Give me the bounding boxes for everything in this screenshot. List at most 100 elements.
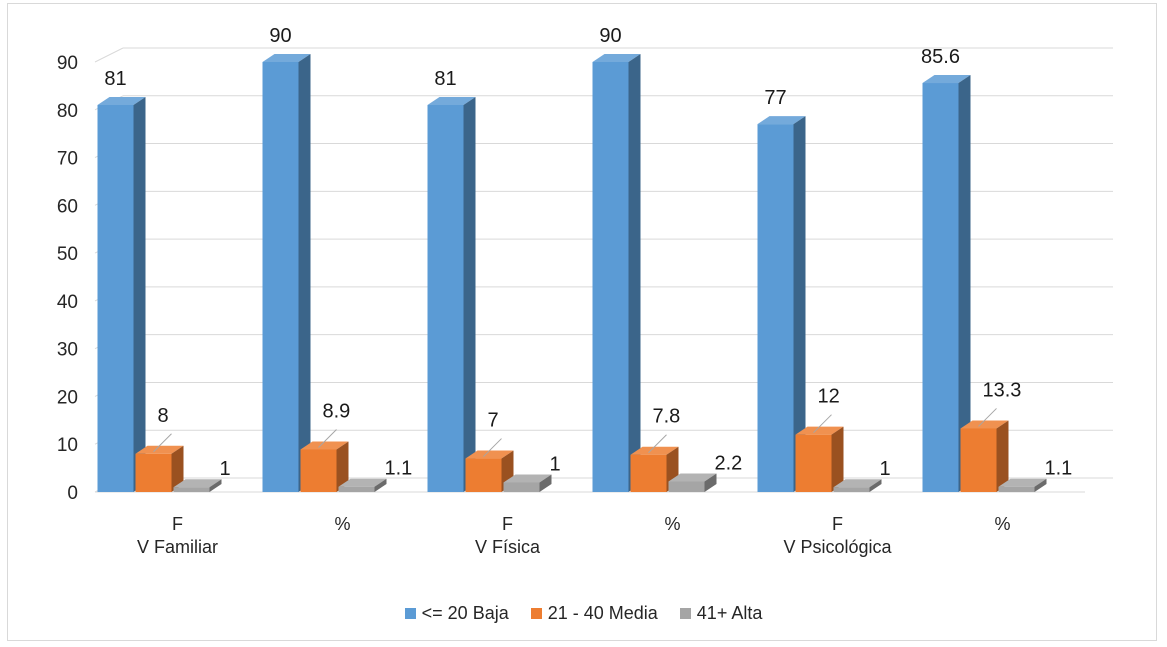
- bar-2-3: [668, 473, 717, 492]
- data-label: 85.6: [921, 46, 960, 68]
- data-label: 13.3: [983, 379, 1022, 401]
- chart-legend: <= 20 Baja 21 - 40 Media 41+ Alta: [0, 603, 1167, 624]
- data-label: 7: [488, 410, 499, 432]
- bar-side: [793, 116, 806, 492]
- bar-front: [427, 105, 464, 492]
- bar-1-0: [135, 445, 184, 492]
- bar-top: [465, 450, 514, 459]
- bar-front: [262, 62, 299, 492]
- data-label: 90: [599, 25, 621, 47]
- legend-label: <= 20 Baja: [421, 603, 509, 623]
- bar-top: [757, 116, 806, 125]
- data-label: 1: [880, 458, 891, 480]
- bar-front: [998, 486, 1035, 492]
- bar-0-0: [97, 97, 146, 492]
- bar-front: [757, 124, 794, 492]
- bar-2-1: [338, 478, 387, 492]
- y-tick-label: 90: [57, 53, 78, 74]
- bar-2-0: [173, 479, 222, 492]
- bar-side: [704, 473, 717, 492]
- y-tick-label: 40: [57, 292, 78, 313]
- bar-side: [958, 75, 971, 493]
- bar-top: [922, 75, 971, 84]
- data-label: 81: [434, 68, 456, 90]
- bar-side: [133, 97, 146, 492]
- legend-label: 41+ Alta: [696, 603, 763, 623]
- legend-swatch: [679, 608, 691, 619]
- legend-item: <= 20 Baja: [404, 603, 509, 624]
- x-group-label: V Física: [475, 537, 541, 557]
- bar-top: [135, 445, 184, 454]
- x-tick-label: F: [832, 514, 843, 534]
- data-label: 8: [158, 405, 169, 427]
- bar-1-5: [960, 420, 1009, 492]
- gridline-depth: [94, 47, 124, 63]
- bar-side: [869, 479, 882, 492]
- data-label: 1.1: [385, 458, 413, 480]
- legend-item: 41+ Alta: [679, 603, 763, 624]
- y-tick-label: 0: [67, 483, 78, 504]
- bar-top: [338, 478, 387, 487]
- leader-line: [978, 408, 997, 427]
- leader-line: [318, 429, 337, 448]
- data-label: 1.1: [1045, 458, 1073, 480]
- bar-front: [922, 83, 959, 493]
- legend-swatch: [404, 608, 416, 619]
- bar-0-5: [922, 75, 971, 493]
- bar-1-2: [465, 450, 514, 492]
- bar-top: [262, 54, 311, 62]
- bar-0-4: [757, 116, 806, 492]
- data-label: 1: [550, 453, 561, 475]
- x-tick-label: %: [334, 514, 350, 534]
- bar-top: [592, 54, 641, 62]
- x-tick-label: %: [994, 514, 1010, 534]
- bar-front: [503, 482, 540, 492]
- x-group-label: V Familiar: [137, 537, 218, 557]
- bar-side: [336, 441, 349, 492]
- bar-front: [960, 428, 997, 492]
- bar-top: [960, 420, 1009, 429]
- bar-top: [668, 473, 717, 482]
- y-tick-label: 20: [57, 387, 78, 408]
- bar-front: [465, 458, 502, 492]
- bar-side: [831, 426, 844, 492]
- bar-top: [300, 441, 349, 450]
- bar-side: [1034, 478, 1047, 492]
- bar-top: [97, 97, 146, 105]
- bar-1-4: [795, 426, 844, 492]
- y-tick-label: 30: [57, 340, 78, 361]
- data-label: 1: [220, 458, 231, 480]
- bar-top: [795, 426, 844, 435]
- bar-front: [630, 454, 667, 492]
- bar-top: [173, 479, 222, 488]
- data-label: 7.8: [653, 406, 681, 428]
- bar-front: [795, 434, 832, 492]
- bar-2-4: [833, 479, 882, 492]
- bar-side: [996, 420, 1009, 492]
- bar-0-1: [262, 54, 311, 492]
- bar-front: [97, 105, 134, 492]
- bar-1-1: [300, 441, 349, 492]
- bar-front: [833, 487, 870, 492]
- bar-top: [998, 478, 1047, 487]
- bar-top: [503, 474, 552, 483]
- data-label: 90: [269, 25, 291, 47]
- x-tick-label: F: [502, 514, 513, 534]
- data-label: 12: [818, 386, 840, 408]
- leader-line: [648, 434, 667, 454]
- data-label: 77: [764, 87, 786, 109]
- legend-item: 21 - 40 Media: [530, 603, 658, 624]
- data-label: 81: [104, 68, 126, 90]
- bar-front: [173, 487, 210, 492]
- bar-2-2: [503, 474, 552, 492]
- x-tick-label: F: [172, 514, 183, 534]
- legend-swatch: [530, 608, 542, 619]
- bar-front: [300, 449, 337, 492]
- y-tick-label: 60: [57, 196, 78, 217]
- bar-front: [668, 481, 705, 492]
- bar-2-5: [998, 478, 1047, 492]
- y-tick-label: 80: [57, 101, 78, 122]
- x-tick-label: %: [664, 514, 680, 534]
- bar-top: [833, 479, 882, 488]
